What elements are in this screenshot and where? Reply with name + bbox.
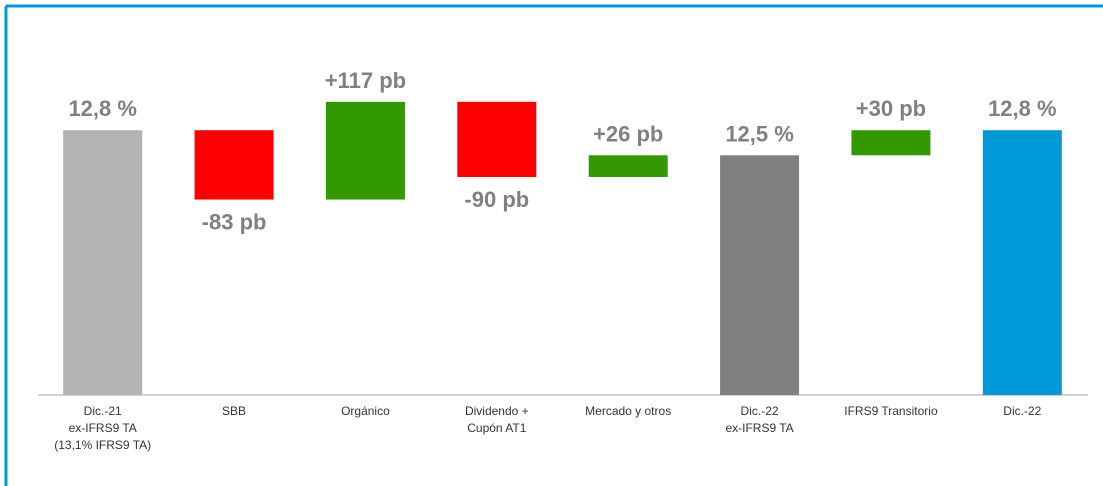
x-tick-label: Dic.-21 ex-IFRS9 TA (13,1% IFRS9 TA)	[54, 404, 151, 452]
x-tick-label: SBB	[222, 404, 246, 418]
x-tick-label: Dividendo + Cupón AT1	[465, 404, 529, 435]
x-tick-label-line: Dic.-22	[741, 404, 779, 418]
bar	[63, 130, 143, 396]
x-tick-label-line: Cupón AT1	[467, 421, 526, 435]
bar	[194, 130, 274, 200]
value-label: 12,8 %	[988, 96, 1057, 121]
bar	[720, 155, 800, 395]
x-tick-label: Dic.-22	[1003, 404, 1041, 418]
x-tick-label-line: Dividendo +	[465, 404, 529, 418]
value-label: -90 pb	[464, 187, 529, 212]
x-tick-label-line: IFRS9 Transitorio	[844, 404, 938, 418]
x-tick-label: IFRS9 Transitorio	[844, 404, 938, 418]
x-tick-label: Orgánico	[341, 404, 390, 418]
x-tick-label-line: ex-IFRS9 TA	[725, 421, 793, 435]
value-label: 12,5 %	[725, 121, 794, 146]
x-tick-label: Mercado y otros	[585, 404, 671, 418]
value-label: +30 pb	[856, 96, 926, 121]
bar	[325, 101, 405, 200]
x-tick-label-line: Orgánico	[341, 404, 390, 418]
value-label: 12,8 %	[68, 96, 137, 121]
bar	[851, 130, 931, 156]
x-tick-label-line: ex-IFRS9 TA	[69, 421, 137, 435]
value-label: +26 pb	[593, 121, 663, 146]
x-tick-label-line: SBB	[222, 404, 246, 418]
x-tick-label-line: Dic.-21	[84, 404, 122, 418]
bar	[982, 130, 1062, 396]
x-tick-label-line: Mercado y otros	[585, 404, 671, 418]
bar	[457, 101, 537, 178]
value-label: -83 pb	[202, 210, 267, 235]
x-tick-label-line: Dic.-22	[1003, 404, 1041, 418]
x-tick-label: Dic.-22 ex-IFRS9 TA	[725, 404, 793, 435]
x-tick-label-line: (13,1% IFRS9 TA)	[54, 438, 151, 452]
value-label: +117 pb	[325, 68, 406, 93]
bar	[588, 155, 668, 178]
